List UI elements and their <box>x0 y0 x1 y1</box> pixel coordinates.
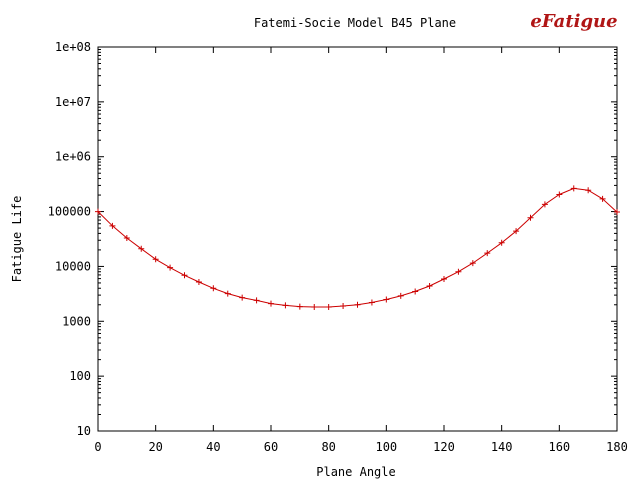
efatigue-logo: eFatigue <box>530 11 617 32</box>
x-tick-label: 0 <box>94 440 101 454</box>
data-point-marker <box>282 302 289 309</box>
data-point-marker <box>123 234 130 241</box>
data-point-marker <box>426 282 433 289</box>
y-axis-label: Fatigue Life <box>10 196 24 283</box>
data-point-marker <box>513 228 520 235</box>
series-line <box>97 187 618 308</box>
data-point-marker <box>599 195 606 202</box>
chart-title: Fatemi-Socie Model B45 Plane <box>254 16 456 30</box>
x-tick-label: 180 <box>606 440 628 454</box>
data-point-marker <box>253 297 260 304</box>
y-tick-label: 100000 <box>48 205 91 219</box>
data-point-marker <box>556 191 563 198</box>
data-point-marker <box>138 245 145 252</box>
data-point-marker <box>570 185 577 192</box>
x-tick-label: 60 <box>264 440 278 454</box>
data-point-marker <box>455 268 462 275</box>
data-point-marker <box>325 304 332 311</box>
x-tick-label: 140 <box>491 440 513 454</box>
data-point-marker <box>354 301 361 308</box>
data-point-marker <box>109 222 116 229</box>
x-tick-label: 160 <box>548 440 570 454</box>
data-point-marker <box>498 239 505 246</box>
data-point-marker <box>585 187 592 194</box>
data-point-marker <box>268 300 274 307</box>
x-tick-label: 100 <box>375 440 397 454</box>
plot-frame <box>97 46 618 432</box>
y-tick-label: 10 <box>77 424 91 438</box>
data-point-marker <box>181 272 188 279</box>
data-point-marker <box>210 285 217 292</box>
data-point-marker <box>383 296 390 303</box>
y-tick-label: 1e+06 <box>55 150 91 164</box>
data-point-marker <box>397 292 404 299</box>
y-tick-label: 10000 <box>55 259 91 273</box>
data-series <box>95 185 620 311</box>
data-point-marker <box>441 275 447 282</box>
data-point-marker <box>311 304 318 311</box>
data-point-marker <box>412 288 419 295</box>
plot-axes <box>97 46 618 432</box>
y-tick-label: 100 <box>69 369 91 383</box>
data-point-marker <box>152 256 159 263</box>
x-tick-label: 20 <box>148 440 162 454</box>
x-tick-label: 40 <box>206 440 220 454</box>
y-tick-label: 1e+08 <box>55 40 91 54</box>
x-axis-label: Plane Angle <box>316 465 395 479</box>
data-point-marker <box>541 201 548 208</box>
x-tick-label: 120 <box>433 440 455 454</box>
axis-ticks: 0 20 40 60 80 100 120 140 160 180 10 100 1000 10000 10… <box>48 40 628 454</box>
data-point-marker <box>239 294 246 301</box>
data-point-marker <box>469 260 476 267</box>
data-point-marker <box>224 290 231 297</box>
data-point-marker <box>340 302 347 309</box>
data-point-marker <box>368 299 375 306</box>
y-tick-label: 1e+07 <box>55 95 91 109</box>
x-tick-label: 80 <box>321 440 335 454</box>
data-point-marker <box>296 303 303 310</box>
data-point-marker <box>167 264 174 271</box>
data-point-marker <box>484 250 491 257</box>
data-point-marker <box>527 214 534 221</box>
data-point-marker <box>95 208 101 215</box>
y-tick-label: 1000 <box>62 314 91 328</box>
data-point-marker <box>195 279 202 286</box>
data-point-marker <box>614 209 620 216</box>
